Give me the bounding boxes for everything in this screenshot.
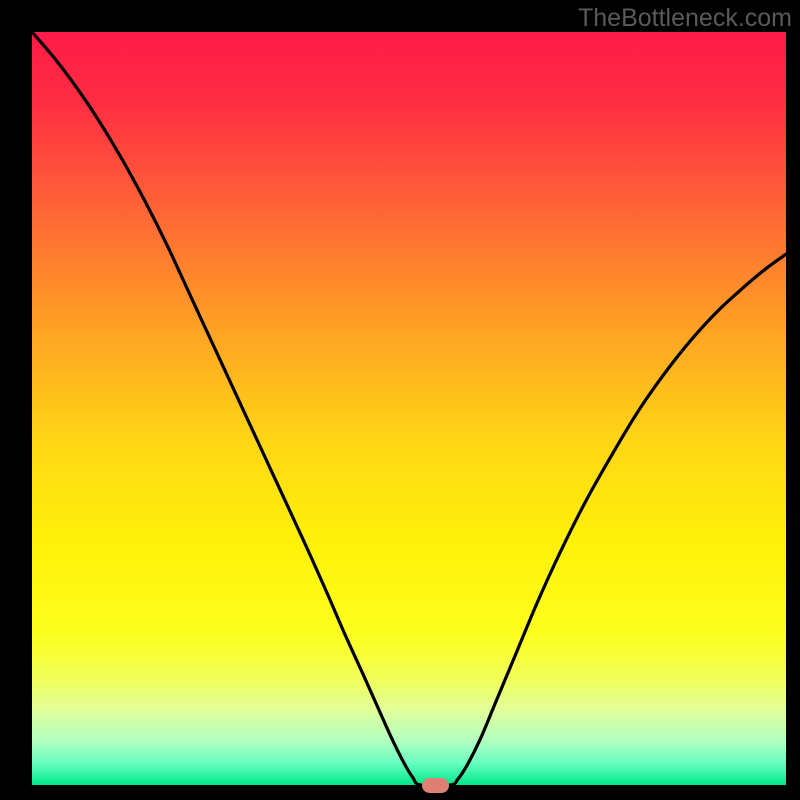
bottleneck-curve: [32, 32, 786, 785]
plot-area: [32, 32, 786, 785]
attribution-label: TheBottleneck.com: [578, 4, 792, 33]
optimal-point-marker: [422, 778, 449, 793]
chart-canvas: TheBottleneck.com: [0, 0, 800, 800]
